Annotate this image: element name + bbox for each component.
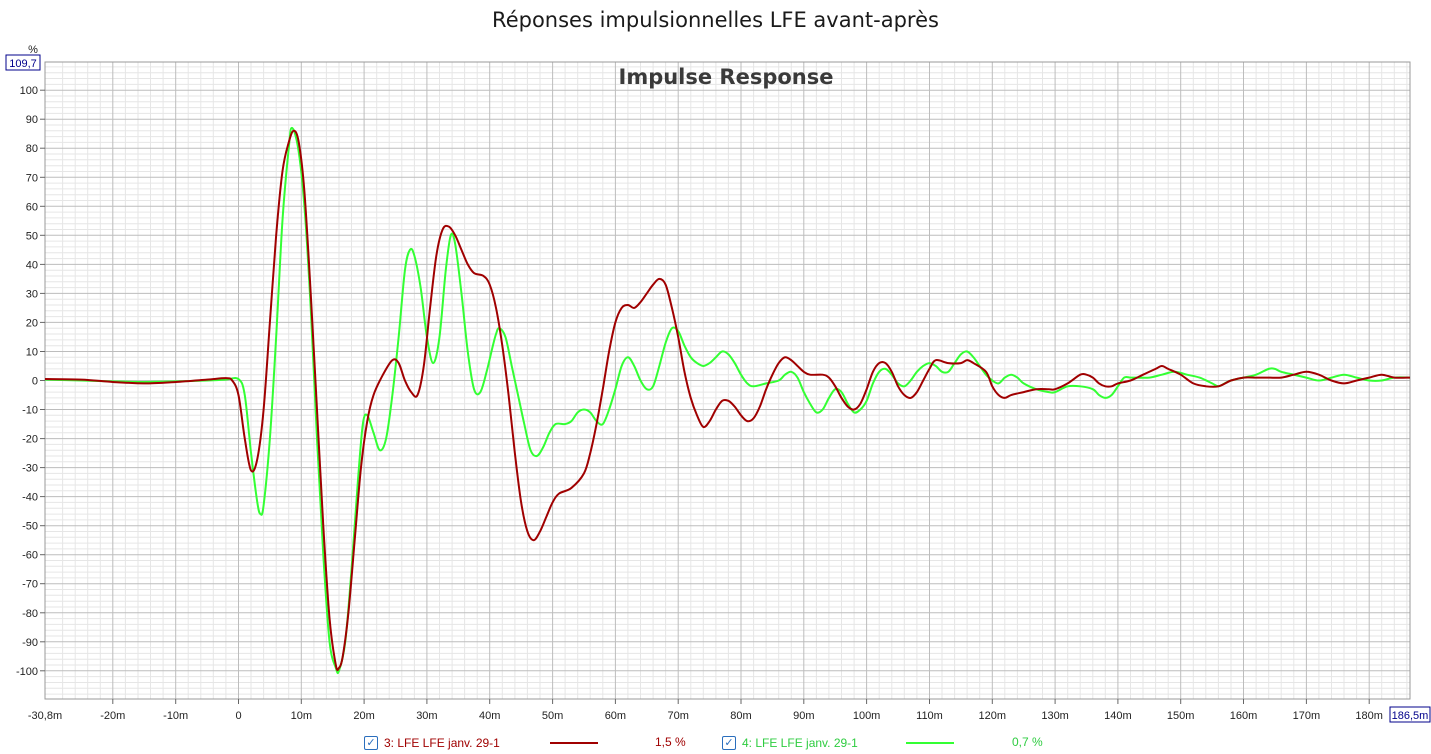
legend-series-4-value: 0,7 %: [1012, 735, 1043, 749]
x-tick-label: 120m: [979, 710, 1007, 722]
legend-item-series-3[interactable]: ✓ 3: LFE LFE janv. 29-1: [364, 734, 500, 752]
y-tick-label: -50: [22, 521, 38, 533]
x-tick-label: 80m: [730, 710, 751, 722]
x-tick-label: 50m: [542, 710, 563, 722]
legend-series-4-swatch: [906, 742, 954, 744]
chart-title: Impulse Response: [619, 65, 834, 89]
x-tick-label: 40m: [479, 710, 500, 722]
xlim-end-label[interactable]: 186,5m: [1392, 710, 1429, 722]
x-tick-label: 170m: [1293, 710, 1321, 722]
x-tick-label: 140m: [1104, 710, 1132, 722]
y-tick-label: 100: [20, 85, 38, 97]
legend-item-series-4[interactable]: ✓ 4: LFE LFE janv. 29-1: [722, 734, 858, 752]
y-tick-label: -100: [16, 666, 38, 678]
x-tick-label: 150m: [1167, 710, 1195, 722]
x-tick-label: 0: [235, 710, 241, 722]
y-tick-label: 70: [26, 172, 38, 184]
x-tick-label: 100m: [853, 710, 881, 722]
x-tick-label: 130m: [1041, 710, 1069, 722]
y-tick-label: -60: [22, 550, 38, 562]
x-tick-label: -20m: [100, 710, 125, 722]
series-line-3: [45, 129, 1410, 672]
legend: ✓ 3: LFE LFE janv. 29-1 1,5 % ✓ 4: LFE L…: [0, 734, 1431, 752]
x-tick-label: 60m: [605, 710, 626, 722]
legend-series-3-name: 3: LFE LFE janv. 29-1: [384, 736, 500, 750]
y-tick-label: 10: [26, 347, 38, 359]
impulse-response-chart: -20m -10m 0 10m 20m 30m 40m 50m 60m 70m 80m 90m 100m…: [5, 44, 1431, 723]
checkbox-checked-icon[interactable]: ✓: [364, 736, 378, 750]
legend-series-3-value: 1,5 %: [655, 735, 686, 749]
ylim-top-label[interactable]: 109,7: [9, 58, 37, 70]
page-title: Réponses impulsionnelles LFE avant-après: [492, 8, 939, 32]
x-tick-label: 110m: [916, 710, 943, 722]
y-tick-label: 80: [26, 143, 38, 155]
y-tick-label: 0: [32, 376, 38, 388]
x-tick-label: 30m: [416, 710, 437, 722]
y-tick-label: -10: [22, 405, 38, 417]
legend-series-3-swatch: [550, 742, 598, 744]
x-tick-label: 160m: [1230, 710, 1258, 722]
y-tick-label: -20: [22, 434, 38, 446]
x-tick-label: -10m: [163, 710, 188, 722]
y-tick-label: 30: [26, 288, 38, 300]
x-tick-label: 10m: [291, 710, 312, 722]
ylim-top-box[interactable]: [5, 54, 41, 71]
x-tick-label: 180m: [1355, 710, 1383, 722]
xlim-end-box[interactable]: [1389, 706, 1431, 723]
y-tick-label: 60: [26, 201, 38, 213]
x-tick-label: 90m: [793, 710, 814, 722]
y-tick-label: -40: [22, 492, 38, 504]
grid-major: [45, 62, 1410, 699]
y-tick-label: -30: [22, 463, 38, 475]
y-tick-label: 90: [26, 114, 38, 126]
x-ticks: -20m -10m 0 10m 20m 30m 40m 50m 60m 70m 80m 90m 100m…: [100, 699, 1383, 722]
y-tick-label: 50: [26, 230, 38, 242]
y-tick-label: -70: [22, 579, 38, 591]
checkbox-checked-icon[interactable]: ✓: [722, 736, 736, 750]
x-tick-label: 70m: [667, 710, 688, 722]
y-tick-label: -90: [22, 637, 38, 649]
y-ticks: 1009080706050403020100-10-20-30-40-50-60…: [16, 85, 45, 678]
xlim-start-label: -30,8m: [28, 710, 62, 722]
y-tick-label: -80: [22, 608, 38, 620]
x-tick-label: 20m: [353, 710, 374, 722]
y-tick-label: 40: [26, 259, 38, 271]
y-tick-label: 20: [26, 317, 38, 329]
y-axis-label: %: [28, 44, 38, 56]
series-layer: [45, 126, 1410, 675]
legend-series-4-name: 4: LFE LFE janv. 29-1: [742, 736, 858, 750]
